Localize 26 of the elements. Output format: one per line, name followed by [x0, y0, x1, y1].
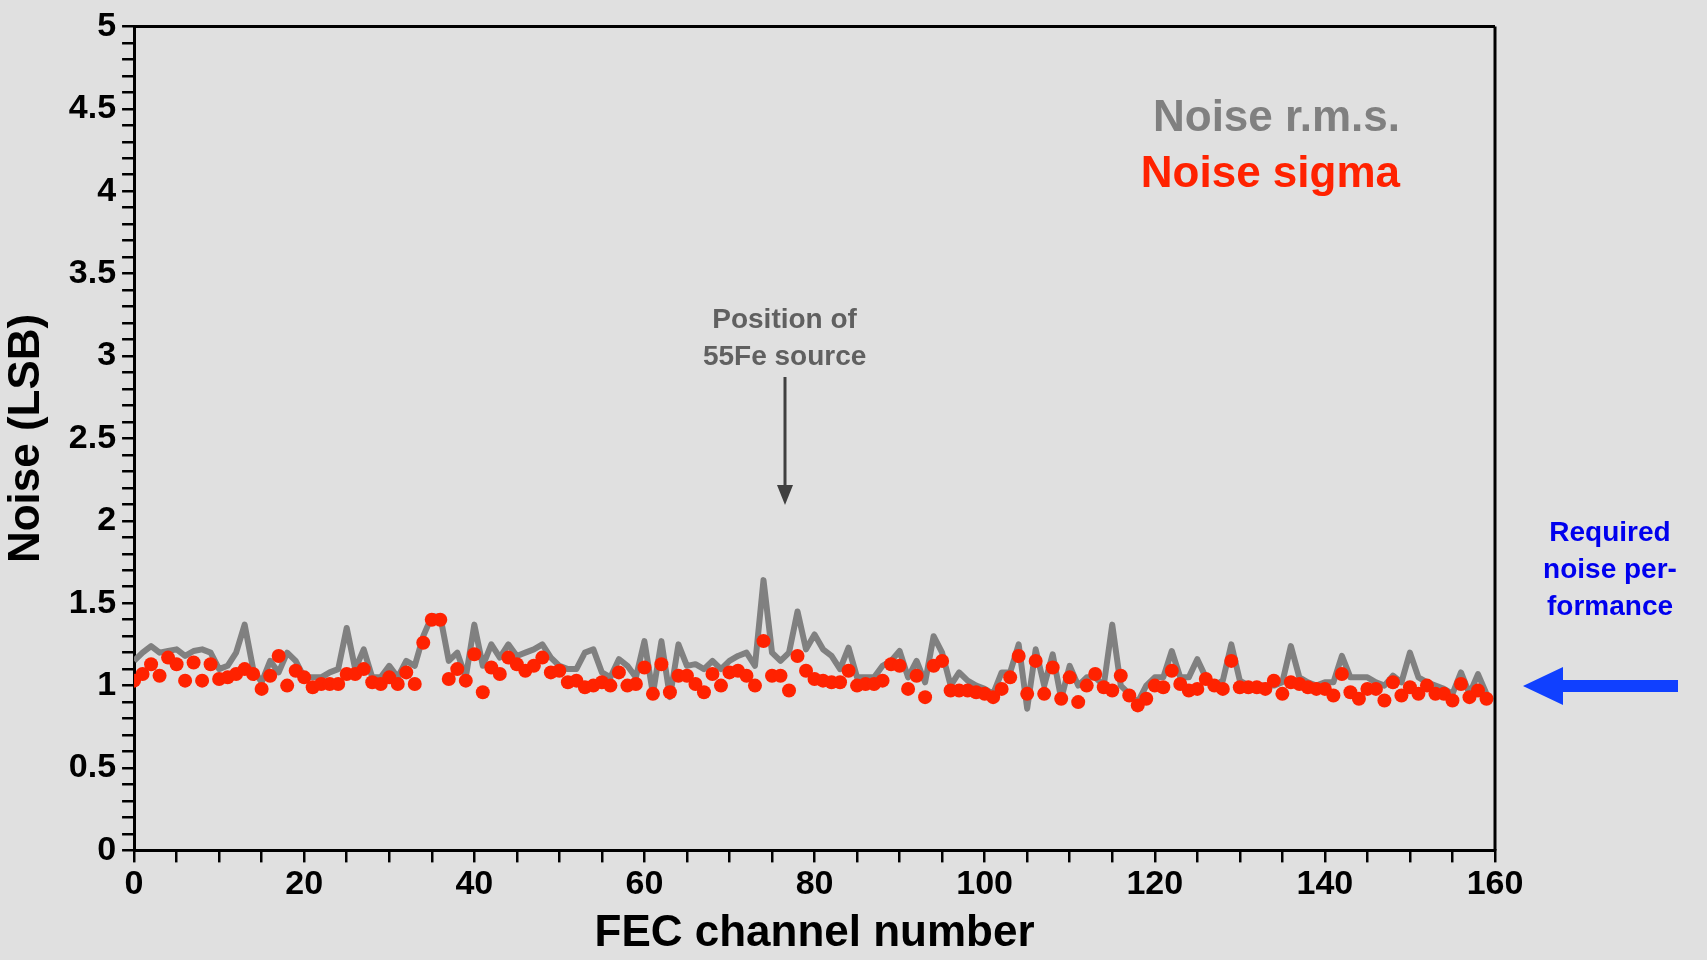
x-tick-label: 160: [1466, 863, 1524, 902]
x-tick-label: 80: [795, 863, 834, 902]
y-axis-title: Noise (LSB): [0, 313, 48, 564]
y-tick-label: 4.5: [68, 87, 117, 126]
y-tick-label: 0: [97, 828, 117, 867]
y-tick-label: 1.5: [68, 581, 117, 620]
y-tick-label: 4: [97, 169, 117, 208]
y-tick-label: 5: [97, 4, 117, 43]
text: Noise r.m.s.: [1152, 90, 1400, 140]
x-tick-label: 0: [124, 863, 144, 902]
y-tick-label: 0.5: [68, 746, 117, 785]
y-tick-label: 2: [97, 499, 117, 538]
y-tick-label: 1: [97, 663, 117, 702]
y-tick-label: 3.5: [68, 251, 117, 290]
y-tick-label: 3: [97, 334, 117, 373]
x-tick-label: 140: [1296, 863, 1354, 902]
x-tick-label: 120: [1126, 863, 1184, 902]
x-tick-label: 60: [625, 863, 664, 902]
annotation: Position of 55Fe source: [702, 303, 867, 372]
y-tick-label: 2.5: [68, 416, 117, 455]
x-tick-label: 40: [455, 863, 494, 902]
text: Required noise per- formance: [1543, 515, 1677, 621]
text: Noise sigma: [1140, 146, 1401, 196]
x-tick-label: 20: [285, 863, 324, 902]
x-axis-title: FEC channel number: [594, 905, 1035, 955]
x-tick-label: 100: [956, 863, 1014, 902]
